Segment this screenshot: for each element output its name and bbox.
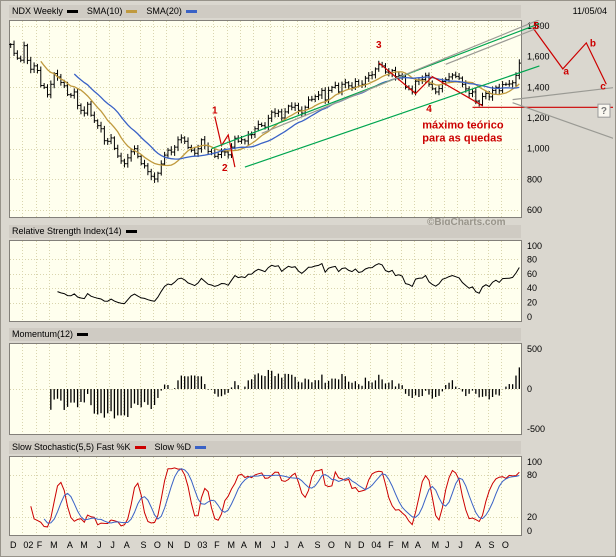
- legend-swatch: [134, 445, 146, 449]
- legend-label: SMA(10): [86, 6, 123, 16]
- svg-text:A: A: [298, 540, 304, 550]
- legend-swatch: [66, 9, 78, 13]
- svg-text:J: J: [271, 540, 276, 550]
- copyright-watermark: ©BigCharts.com: [427, 217, 506, 228]
- svg-text:20: 20: [527, 298, 537, 308]
- svg-text:80: 80: [527, 470, 537, 480]
- svg-text:M: M: [432, 540, 440, 550]
- svg-text:A: A: [124, 540, 130, 550]
- legend-label: Slow %D: [154, 442, 192, 452]
- svg-text:800: 800: [527, 174, 542, 184]
- legend-swatch: [185, 9, 197, 13]
- svg-text:A: A: [475, 540, 481, 550]
- stochastic-chart: 100 80 20 0: [9, 456, 542, 536]
- svg-text:O: O: [502, 540, 509, 550]
- svg-text:M: M: [254, 540, 262, 550]
- legend-swatch: [126, 9, 138, 13]
- legend-label: Slow Stochastic(5,5) Fast %K: [12, 442, 131, 452]
- svg-text:1,200: 1,200: [527, 113, 550, 123]
- svg-text:500: 500: [527, 344, 542, 354]
- svg-text:600: 600: [527, 205, 542, 215]
- svg-text:S: S: [141, 540, 147, 550]
- svg-text:03: 03: [197, 540, 207, 550]
- svg-text:M: M: [80, 540, 88, 550]
- svg-text:J: J: [110, 540, 115, 550]
- price-panel-legend: NDX Weekly SMA(10) SMA(20): [9, 5, 521, 18]
- stochastic-panel-legend: Slow Stochastic(5,5) Fast %K Slow %D: [9, 441, 521, 454]
- svg-text:?: ?: [601, 106, 607, 117]
- legend-label: SMA(20): [146, 6, 182, 16]
- svg-text:5: 5: [533, 21, 539, 32]
- svg-text:J: J: [445, 540, 450, 550]
- svg-text:20: 20: [527, 512, 537, 522]
- svg-text:40: 40: [527, 283, 537, 293]
- svg-text:80: 80: [527, 254, 537, 264]
- svg-text:D: D: [358, 540, 365, 550]
- svg-text:c: c: [600, 82, 606, 93]
- svg-text:100: 100: [527, 457, 542, 467]
- svg-text:S: S: [489, 540, 495, 550]
- svg-text:S: S: [315, 540, 321, 550]
- svg-text:D: D: [184, 540, 191, 550]
- svg-text:J: J: [284, 540, 289, 550]
- svg-text:100: 100: [527, 241, 542, 251]
- svg-text:4: 4: [426, 104, 432, 115]
- svg-text:02: 02: [23, 540, 33, 550]
- svg-text:1,000: 1,000: [527, 144, 550, 154]
- svg-text:0: 0: [527, 384, 532, 394]
- svg-text:a: a: [563, 66, 569, 77]
- legend-label: NDX Weekly: [12, 6, 63, 16]
- svg-text:0: 0: [527, 526, 532, 536]
- svg-text:D: D: [10, 540, 17, 550]
- rsi-panel-legend: Relative Strength Index(14): [9, 225, 521, 238]
- svg-text:F: F: [388, 540, 394, 550]
- chart-date: 11/05/04: [572, 6, 607, 16]
- svg-text:máximo teórico: máximo teórico: [422, 120, 504, 132]
- svg-text:M: M: [50, 540, 58, 550]
- svg-text:1,400: 1,400: [527, 82, 550, 92]
- svg-text:0: 0: [527, 312, 532, 322]
- svg-text:M: M: [228, 540, 236, 550]
- legend-label: Momentum(12): [12, 329, 74, 339]
- svg-text:F: F: [37, 540, 43, 550]
- svg-text:A: A: [415, 540, 421, 550]
- legend-swatch: [125, 229, 137, 233]
- svg-text:A: A: [67, 540, 73, 550]
- svg-text:b: b: [590, 39, 596, 50]
- legend-swatch: [195, 445, 207, 449]
- svg-text:F: F: [214, 540, 220, 550]
- svg-text:3: 3: [376, 40, 382, 51]
- momentum-chart: 500 0 -500: [9, 343, 545, 435]
- svg-text:1,800: 1,800: [527, 21, 550, 31]
- svg-text:04: 04: [371, 540, 381, 550]
- svg-text:A: A: [241, 540, 247, 550]
- momentum-panel-legend: Momentum(12): [9, 328, 521, 341]
- svg-text:1: 1: [212, 105, 218, 116]
- svg-text:N: N: [345, 540, 352, 550]
- svg-text:O: O: [154, 540, 161, 550]
- rsi-chart: 100 80 60 40 20 0: [9, 240, 542, 322]
- svg-text:para as quedas: para as quedas: [422, 133, 502, 145]
- legend-swatch: [77, 332, 89, 336]
- svg-text:M: M: [402, 540, 410, 550]
- price-chart: 1,800 1,600 1,400 1,200 1,000 800 600 1 2 3 4 5 a b c?…: [9, 20, 613, 218]
- svg-text:60: 60: [527, 269, 537, 279]
- svg-text:J: J: [458, 540, 463, 550]
- svg-text:O: O: [328, 540, 335, 550]
- x-axis-labels: D 02 F M A M J J A S O N D 03 F M A M J J A S O N D 04 F M A M J J A S O: [10, 540, 509, 550]
- svg-text:1,600: 1,600: [527, 52, 550, 62]
- svg-text:J: J: [97, 540, 102, 550]
- svg-text:-500: -500: [527, 424, 545, 434]
- svg-text:N: N: [167, 540, 174, 550]
- svg-text:2: 2: [222, 163, 228, 174]
- legend-label: Relative Strength Index(14): [12, 226, 122, 236]
